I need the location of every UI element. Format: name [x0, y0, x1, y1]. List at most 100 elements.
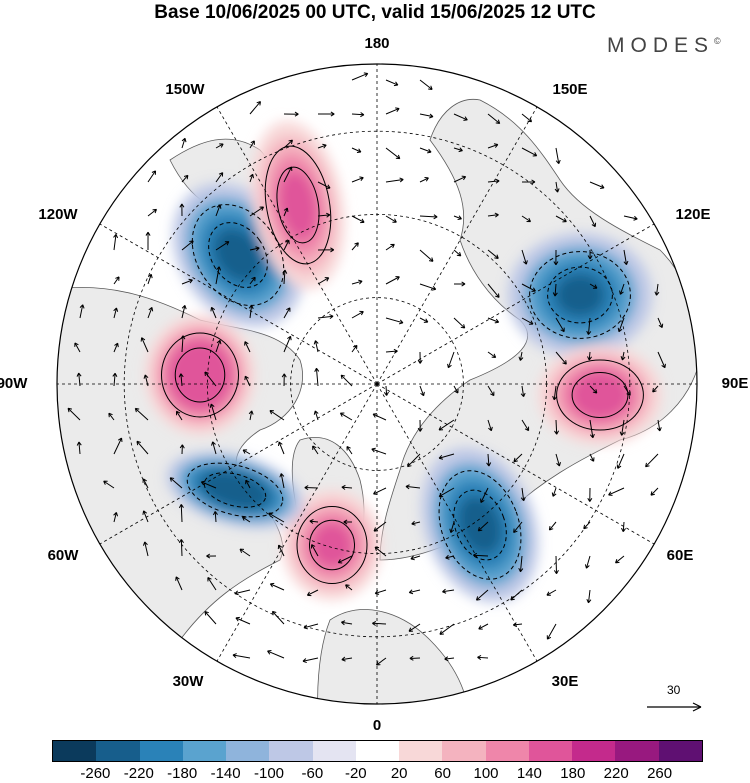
- wind-arrow: [372, 620, 387, 626]
- longitude-label: 120W: [38, 206, 78, 223]
- wind-arrow: [314, 367, 320, 387]
- meridian-line: [216, 383, 378, 662]
- wind-arrow: [317, 143, 327, 149]
- wind-arrow: [112, 372, 118, 387]
- wind-arrow: [453, 317, 466, 329]
- brand-mark: ©: [714, 36, 721, 46]
- colorbar-tick-label: -180: [167, 765, 198, 782]
- wind-arrow: [67, 407, 81, 421]
- wind-arrow: [215, 241, 230, 251]
- anomaly-shade: [555, 273, 605, 317]
- wind-arrow: [385, 276, 400, 285]
- wind-arrow: [521, 419, 530, 432]
- wind-arrow: [453, 249, 462, 257]
- wind-arrow: [657, 317, 664, 329]
- wind-arrow: [589, 453, 595, 462]
- longitude-label: 60W: [47, 547, 79, 564]
- wind-arrow: [375, 657, 387, 666]
- wind-arrow: [619, 283, 625, 295]
- wind-arrow: [212, 511, 218, 523]
- wind-arrow: [589, 419, 595, 439]
- colorbar-swatch: [485, 741, 529, 761]
- colorbar-swatch: [182, 741, 227, 761]
- wind-arrow: [444, 656, 455, 662]
- wind-arrow: [346, 446, 353, 455]
- longitude-label: 180: [364, 35, 390, 52]
- wind-arrow: [442, 588, 455, 594]
- wind-arrow: [145, 231, 151, 251]
- wind-arrow: [521, 215, 532, 223]
- colorbar-swatch: [399, 741, 443, 761]
- meridian-line: [99, 223, 378, 385]
- colorbar-tick-label: -100: [253, 765, 285, 782]
- wind-arrow: [283, 335, 292, 353]
- wind-arrow: [351, 215, 365, 224]
- wind-arrow: [211, 441, 217, 455]
- wind-arrow: [620, 351, 626, 361]
- wind-arrow: [181, 174, 189, 183]
- reference-vector: 30: [645, 683, 705, 723]
- wind-arrow: [548, 521, 557, 531]
- wind-arrow: [445, 554, 455, 560]
- wind-arrow: [650, 487, 659, 496]
- anomaly-shade: [278, 170, 318, 240]
- colorbar-swatch: [615, 741, 659, 761]
- wind-arrow: [245, 479, 251, 489]
- wind-arrow: [487, 317, 500, 324]
- wind-arrow: [521, 179, 536, 185]
- anomaly-shade: [311, 522, 353, 568]
- contour-line: [161, 332, 239, 418]
- wind-arrow: [438, 487, 455, 498]
- wind-arrow: [180, 335, 186, 353]
- colorbar-swatch: [96, 741, 140, 761]
- colorbar-swatch: [355, 741, 400, 761]
- wind-arrow: [239, 548, 251, 557]
- wind-arrow: [419, 177, 429, 183]
- wind-arrow: [385, 317, 404, 325]
- colorbar-swatch: [312, 741, 356, 761]
- wind-arrow: [453, 215, 462, 221]
- contour-line: [203, 472, 267, 508]
- wind-arrow: [169, 477, 183, 489]
- wind-arrow: [555, 215, 567, 223]
- colorbar-swatch: [139, 741, 183, 761]
- wind-arrow: [619, 419, 625, 436]
- wind-arrow: [312, 445, 319, 455]
- wind-arrow: [385, 215, 397, 223]
- wind-arrow: [341, 656, 353, 662]
- wind-arrow: [317, 314, 334, 320]
- contour-line: [186, 462, 284, 518]
- wind-arrow: [513, 453, 523, 463]
- wind-arrow: [178, 373, 184, 387]
- wind-arrow: [439, 623, 455, 635]
- map-boundary: [56, 63, 698, 705]
- colorbar-tick-label: -20: [344, 765, 367, 782]
- wind-arrow: [587, 487, 593, 502]
- wind-arrow: [586, 317, 592, 335]
- wind-arrow: [419, 317, 429, 323]
- longitude-label: 120E: [675, 206, 711, 223]
- wind-arrow: [215, 143, 224, 149]
- anomaly-shade: [167, 339, 233, 411]
- wind-arrow: [175, 410, 183, 421]
- wind-arrow: [317, 212, 331, 218]
- wind-arrow: [181, 305, 187, 319]
- wind-arrow: [487, 143, 499, 149]
- wind-arrow: [302, 657, 319, 664]
- wind-arrow: [249, 276, 256, 285]
- wind-arrow: [269, 582, 285, 591]
- wind-arrow: [351, 310, 364, 319]
- colorbar-tick-label: 60: [434, 765, 451, 782]
- wind-arrow: [553, 555, 559, 575]
- wind-arrow: [554, 181, 560, 193]
- wind-arrow: [587, 249, 593, 260]
- colorbar-tick-label: -140: [210, 765, 241, 782]
- wind-arrow: [108, 412, 115, 421]
- wind-arrow: [339, 412, 353, 421]
- wind-arrow: [134, 407, 149, 421]
- wind-arrow: [589, 283, 598, 289]
- wind-arrow: [617, 317, 625, 333]
- wind-arrow: [351, 72, 369, 81]
- reference-arrow-icon: [647, 702, 702, 712]
- wind-arrow: [645, 453, 659, 468]
